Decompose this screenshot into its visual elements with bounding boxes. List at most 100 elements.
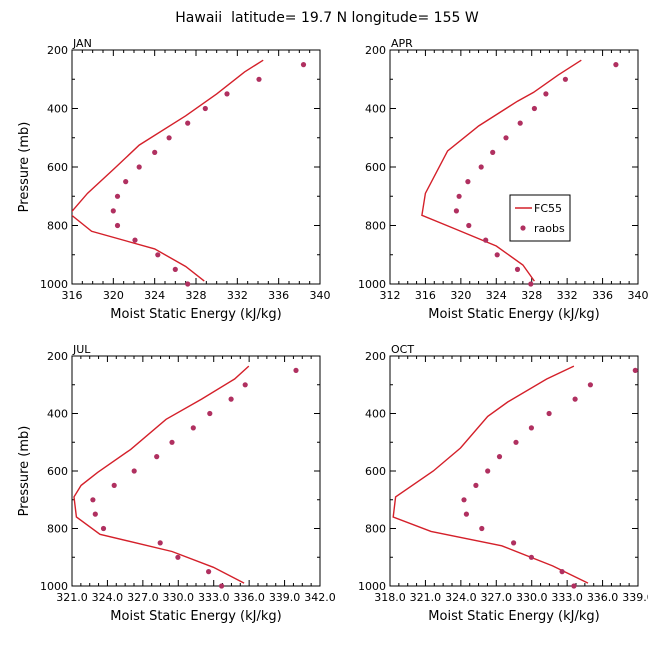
series-point-raobs [490, 149, 496, 155]
y-axis-label: Pressure (mb) [17, 426, 32, 517]
x-tick-label: 328 [521, 289, 542, 302]
series-point-raobs [528, 281, 534, 287]
legend: FC55 raobs [509, 194, 571, 242]
series-point-raobs [185, 120, 191, 126]
x-tick-label: 320 [103, 289, 124, 302]
series-point-raobs [496, 454, 503, 460]
x-tick-label: 328 [186, 289, 207, 302]
series-point-raobs [632, 367, 638, 373]
plot-frame [71, 49, 321, 285]
y-tick-label: 1000 [358, 278, 386, 291]
y-tick-label: 800 [365, 523, 386, 536]
panel-label: APR [391, 37, 413, 50]
y-tick-label: 400 [47, 408, 68, 421]
y-tick-label: 1000 [40, 278, 68, 291]
legend-dot-swatch [520, 225, 526, 231]
x-axis-label: Moist Static Energy (kJ/kg) [110, 609, 281, 624]
x-axis-label: Moist Static Energy (kJ/kg) [428, 609, 599, 624]
series-point-raobs [571, 583, 577, 589]
series-point-raobs [136, 164, 142, 170]
series-point-raobs [465, 179, 471, 185]
series-point-raobs [513, 439, 519, 445]
x-tick-label: 321.0 [56, 591, 88, 604]
panel-label: JUL [72, 343, 91, 356]
x-tick-label: 333.0 [198, 591, 230, 604]
series-point-raobs [473, 482, 479, 488]
series-point-raobs [92, 511, 98, 517]
series-point-raobs [483, 237, 489, 243]
panel-jul: JUL 321.0 324.0 327.0 330.0 333.0 336.0 339.0 34… [17, 343, 336, 624]
x-tick-label: 342.0 [304, 591, 336, 604]
series-point-raobs [100, 525, 107, 532]
x-tick-label: 339.0 [622, 591, 648, 604]
series-point-raobs [169, 439, 175, 445]
series-line-fc55 [392, 365, 589, 584]
x-tick-label: 318.0 [374, 591, 406, 604]
series-point-raobs [463, 511, 469, 517]
series-point-raobs [485, 468, 491, 474]
y-tick-label: 600 [365, 465, 386, 478]
series-point-raobs [157, 540, 163, 546]
panel-label: JAN [72, 37, 92, 50]
series-point-raobs [152, 149, 158, 155]
x-axis-label: Moist Static Energy (kJ/kg) [110, 307, 281, 322]
x-tick-label: 324 [486, 289, 507, 302]
y-tick-label: 200 [47, 44, 68, 57]
y-tick-label: 1000 [358, 580, 386, 593]
panel-apr: APR 312 316 320 324 328 332 336 340 200 400 600 800 1… [358, 37, 648, 322]
plot-frame [389, 355, 639, 587]
y-tick-label: 600 [47, 465, 68, 478]
series-point-raobs [202, 105, 208, 112]
series-point-raobs [531, 105, 538, 112]
x-tick-label: 333.0 [551, 591, 583, 604]
series-point-raobs [154, 454, 160, 460]
x-tick-label: 340 [310, 289, 331, 302]
y-tick-label: 200 [365, 350, 386, 363]
series-point-raobs [456, 193, 462, 199]
y-tick-label: 400 [365, 103, 386, 116]
x-tick-label: 340 [628, 289, 648, 302]
series-point-raobs [572, 396, 578, 402]
series-point-raobs [613, 62, 619, 68]
series-point-raobs [559, 569, 565, 575]
y-tick-label: 600 [47, 161, 68, 174]
series-point-raobs [166, 135, 172, 141]
plot-frame [71, 355, 321, 587]
x-tick-label: 316 [62, 289, 83, 302]
series-point-raobs [206, 569, 212, 575]
y-tick-label: 200 [365, 44, 386, 57]
series-line-fc55 [73, 365, 250, 584]
x-tick-label: 327.0 [127, 591, 159, 604]
series-point-raobs [190, 425, 196, 431]
figure-title: Hawaii latitude= 19.7 N longitude= 155 W [175, 10, 479, 26]
panel-label: OCT [391, 343, 414, 356]
panel-oct: OCT 318.0 321.0 324.0 327.0 330.0 333.0 336.0 33… [358, 343, 648, 624]
x-tick-label: 327.0 [481, 591, 513, 604]
x-tick-label: 320 [450, 289, 471, 302]
series-point-raobs [514, 266, 521, 272]
series-point-raobs [175, 554, 181, 560]
series-point-raobs [110, 208, 116, 214]
x-axis-label: Moist Static Energy (kJ/kg) [428, 307, 599, 322]
series-point-raobs [517, 120, 523, 126]
x-tick-label: 330.0 [163, 591, 195, 604]
series-point-raobs [453, 208, 459, 214]
y-tick-label: 400 [365, 408, 386, 421]
series-point-raobs [256, 76, 262, 82]
series-point-raobs [224, 91, 230, 97]
x-tick-label: 339.0 [269, 591, 301, 604]
x-tick-label: 316 [415, 289, 436, 302]
x-tick-label: 336 [592, 289, 613, 302]
series-point-raobs [300, 62, 307, 68]
series-point-raobs [242, 382, 248, 388]
series-point-raobs [479, 525, 485, 532]
legend-box [509, 194, 571, 242]
x-tick-label: 324.0 [92, 591, 124, 604]
series-point-raobs [510, 540, 517, 546]
series-point-raobs [466, 222, 472, 229]
y-tick-label: 800 [47, 220, 68, 233]
series-line-fc55 [72, 59, 264, 282]
series-point-raobs [503, 135, 509, 141]
series-point-raobs [172, 266, 178, 272]
